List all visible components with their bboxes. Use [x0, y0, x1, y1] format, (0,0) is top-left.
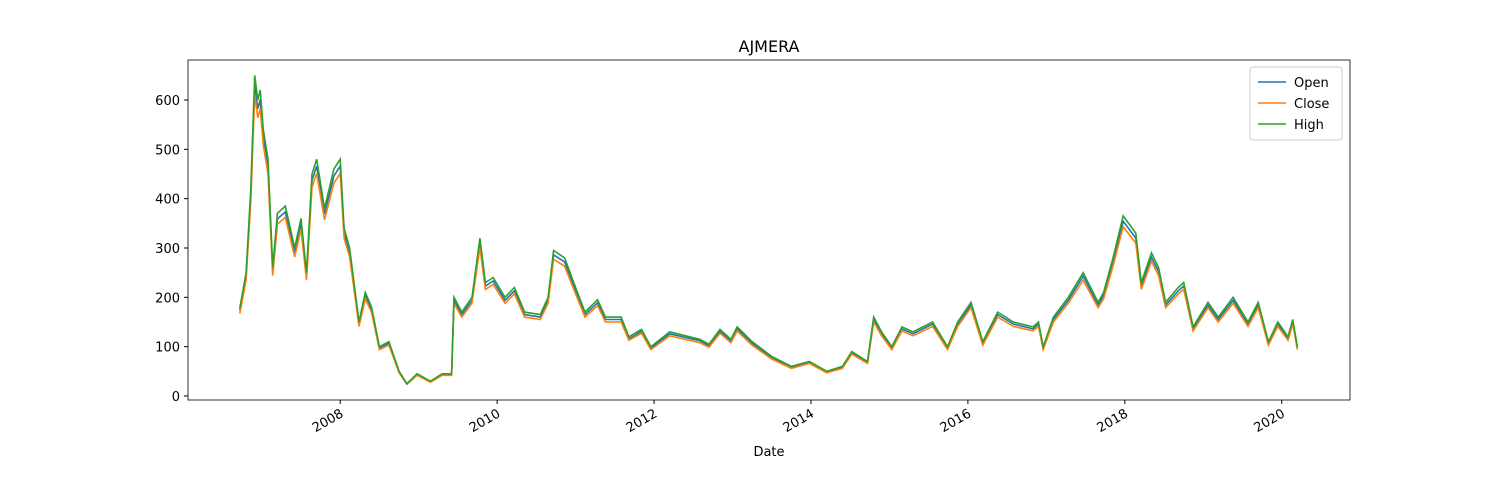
legend-label: High — [1294, 118, 1324, 133]
y-tick-label: 500 — [155, 143, 180, 158]
legend: Open Close High — [1249, 66, 1343, 141]
x-tick-label: 2014 — [781, 406, 817, 436]
legend-box — [1249, 66, 1343, 141]
line-series — [239, 75, 1299, 385]
y-tick-label: 0 — [172, 390, 180, 405]
x-tick-label: 2018 — [1095, 406, 1131, 436]
y-tick-label: 400 — [155, 193, 180, 208]
x-axis-label: Date — [753, 445, 784, 460]
x-tick-label: 2010 — [467, 406, 503, 436]
axes-frame — [187, 59, 1351, 401]
chart-title: AJMERA — [739, 37, 800, 56]
x-tick-label: 2016 — [938, 406, 974, 436]
legend-label: Open — [1294, 76, 1329, 91]
x-tick-label: 2020 — [1252, 406, 1288, 436]
x-tick-label: 2008 — [310, 406, 346, 436]
y-tick-label: 100 — [155, 341, 180, 356]
y-tick-label: 600 — [155, 94, 180, 109]
y-tick-label: 300 — [155, 242, 180, 257]
x-tick-label: 2012 — [624, 406, 660, 436]
legend-label: Close — [1294, 97, 1329, 112]
line-series — [239, 94, 1299, 386]
line-series — [239, 84, 1299, 386]
y-tick-label: 200 — [155, 291, 180, 306]
